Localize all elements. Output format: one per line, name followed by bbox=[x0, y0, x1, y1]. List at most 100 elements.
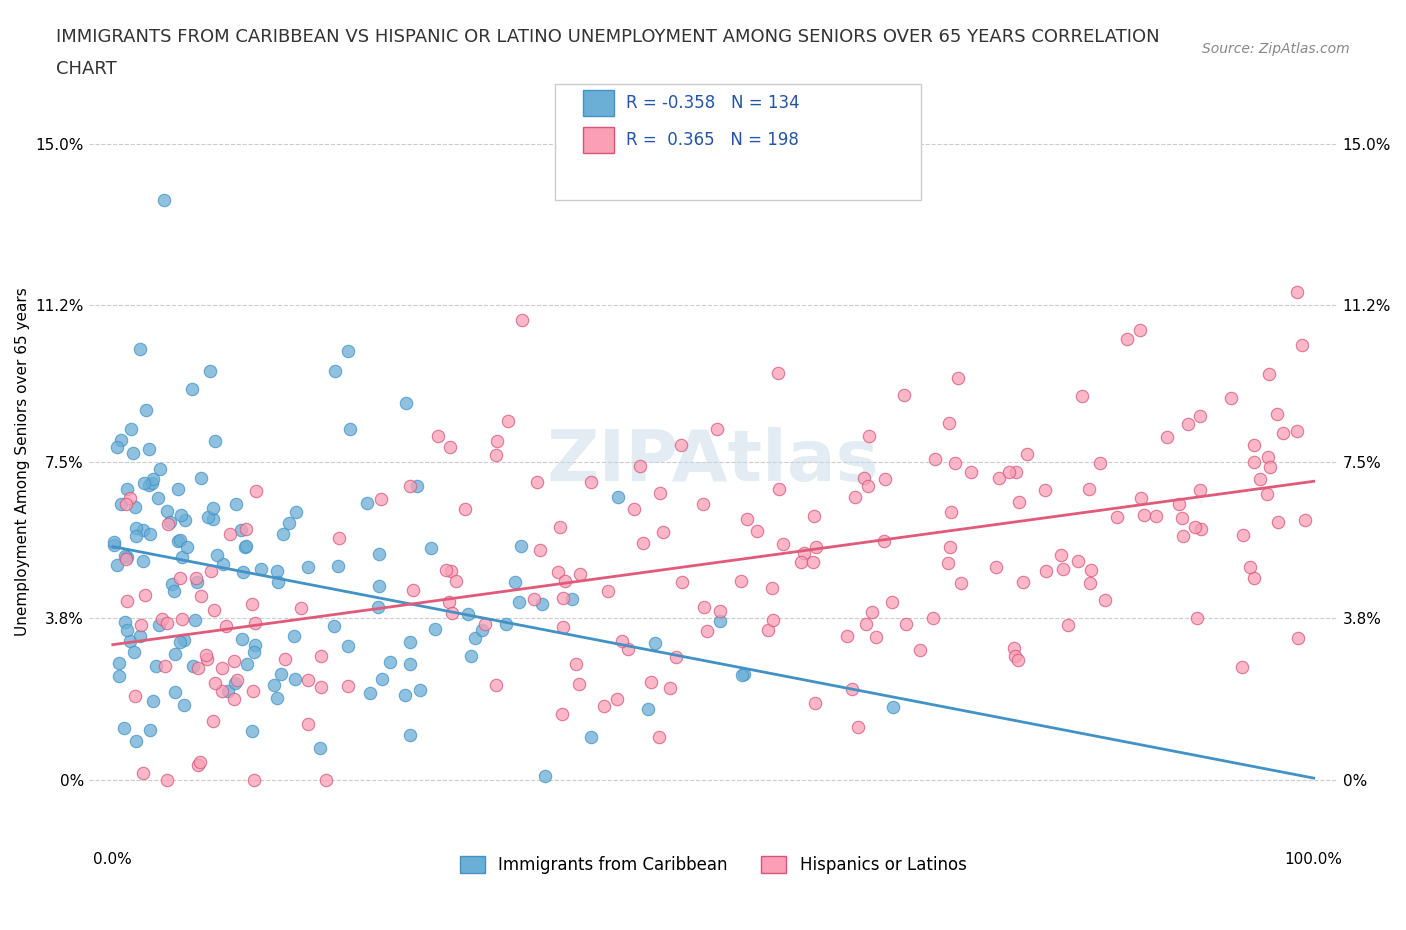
Point bbox=[938, 555, 960, 570]
Point bbox=[640, 674, 662, 689]
Point bbox=[242, 724, 264, 738]
Point bbox=[190, 589, 212, 604]
Point bbox=[1116, 332, 1139, 347]
Point bbox=[356, 496, 378, 511]
Text: R =  0.365   N = 198: R = 0.365 N = 198 bbox=[626, 131, 799, 150]
Point bbox=[146, 491, 169, 506]
Point bbox=[509, 538, 531, 553]
Point bbox=[607, 490, 630, 505]
Point bbox=[735, 512, 758, 527]
Point bbox=[402, 583, 425, 598]
Point bbox=[187, 758, 209, 773]
Point bbox=[250, 562, 273, 577]
Point bbox=[856, 478, 879, 493]
Point bbox=[198, 363, 221, 378]
Point bbox=[148, 618, 170, 632]
Point bbox=[110, 497, 132, 512]
Point bbox=[103, 535, 125, 550]
Point bbox=[167, 534, 190, 549]
Point bbox=[530, 597, 553, 612]
Point bbox=[108, 656, 131, 671]
Point bbox=[156, 504, 179, 519]
Point bbox=[1132, 507, 1154, 522]
Point bbox=[204, 433, 226, 448]
Point bbox=[1156, 430, 1178, 445]
Point bbox=[115, 550, 138, 565]
Point bbox=[598, 584, 620, 599]
Point bbox=[454, 501, 477, 516]
Point bbox=[793, 546, 815, 561]
Point bbox=[551, 706, 574, 721]
Point bbox=[471, 623, 494, 638]
Point bbox=[1184, 520, 1206, 535]
Point bbox=[283, 629, 305, 644]
Point bbox=[173, 698, 195, 712]
Point bbox=[129, 629, 152, 644]
Point bbox=[1056, 618, 1078, 632]
Point bbox=[1258, 459, 1281, 474]
Point bbox=[485, 447, 508, 462]
Point bbox=[1067, 553, 1090, 568]
Point bbox=[202, 603, 225, 618]
Point bbox=[579, 729, 602, 744]
Point bbox=[464, 631, 486, 645]
Point bbox=[243, 772, 266, 787]
Point bbox=[457, 606, 479, 621]
Point bbox=[138, 526, 160, 541]
Point bbox=[156, 772, 179, 787]
Point bbox=[731, 667, 754, 682]
Point bbox=[510, 312, 533, 327]
Point bbox=[225, 497, 247, 512]
Point bbox=[554, 574, 576, 589]
Point bbox=[323, 364, 346, 379]
Point bbox=[761, 580, 783, 595]
Point bbox=[548, 520, 571, 535]
Point bbox=[169, 532, 191, 547]
Point bbox=[1243, 455, 1265, 470]
Point bbox=[709, 604, 731, 618]
Point bbox=[1080, 563, 1102, 578]
Point bbox=[496, 413, 519, 428]
Point bbox=[946, 370, 969, 385]
Point bbox=[1078, 575, 1101, 590]
Point bbox=[460, 648, 482, 663]
Point bbox=[399, 479, 422, 494]
Point bbox=[1070, 388, 1092, 403]
Point bbox=[284, 504, 307, 519]
Point bbox=[202, 714, 225, 729]
Point bbox=[841, 682, 863, 697]
Point bbox=[628, 458, 651, 473]
Point bbox=[117, 593, 139, 608]
Point bbox=[245, 638, 267, 653]
Point bbox=[756, 622, 779, 637]
Point bbox=[128, 341, 150, 356]
Point bbox=[858, 429, 880, 444]
Point bbox=[1243, 571, 1265, 586]
Point bbox=[1185, 610, 1208, 625]
Point bbox=[138, 442, 160, 457]
Point bbox=[167, 482, 190, 497]
Point bbox=[370, 672, 392, 687]
Point bbox=[623, 501, 645, 516]
Point bbox=[671, 575, 693, 590]
Point bbox=[235, 522, 257, 537]
Point bbox=[860, 604, 883, 619]
Point bbox=[1267, 515, 1289, 530]
Point bbox=[110, 433, 132, 448]
Point bbox=[1286, 285, 1309, 299]
Point bbox=[581, 475, 603, 490]
Point bbox=[1177, 416, 1199, 431]
Point bbox=[523, 592, 546, 607]
Point bbox=[671, 437, 693, 452]
Point bbox=[163, 584, 186, 599]
Point bbox=[125, 521, 148, 536]
Point bbox=[941, 505, 963, 520]
Point bbox=[395, 395, 418, 410]
Point bbox=[114, 549, 136, 564]
Point bbox=[277, 516, 299, 531]
Point bbox=[551, 591, 574, 606]
Point bbox=[565, 657, 588, 671]
Point bbox=[803, 509, 825, 524]
Point bbox=[156, 616, 179, 631]
Text: Source: ZipAtlas.com: Source: ZipAtlas.com bbox=[1202, 42, 1350, 56]
